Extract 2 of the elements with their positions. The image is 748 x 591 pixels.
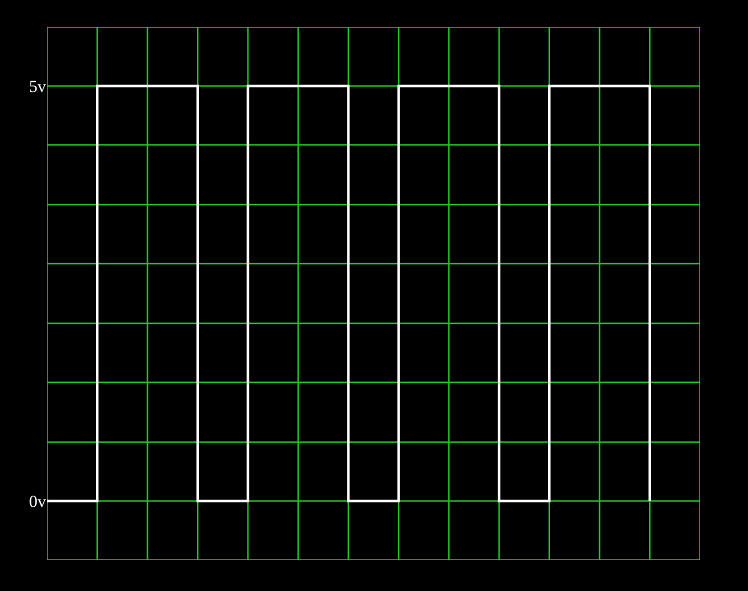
y-tick-label: 0v: [29, 492, 46, 511]
y-tick-label: 5v: [29, 76, 46, 96]
